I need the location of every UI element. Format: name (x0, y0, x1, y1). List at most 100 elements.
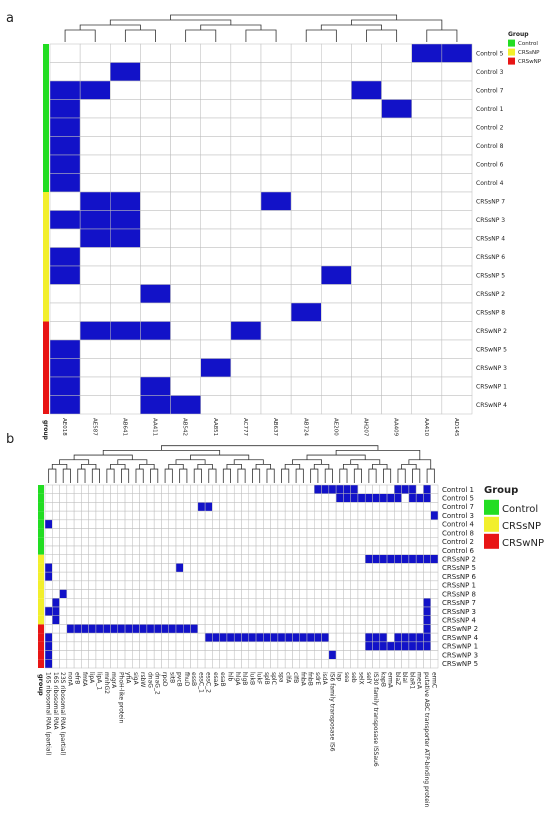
heatmap-cell (260, 173, 292, 193)
heatmap-cell (124, 650, 133, 660)
column-label: norA (66, 672, 73, 687)
heatmap-cell (190, 554, 199, 564)
column-label: IS6 family transposase IS6 (328, 672, 335, 752)
heatmap-cell (190, 615, 199, 625)
heatmap-cell (350, 502, 359, 512)
heatmap-cell (299, 484, 308, 494)
heatmap-cell (241, 632, 250, 643)
heatmap-cell (59, 589, 68, 599)
column-label: lipA (88, 672, 95, 684)
heatmap-cell (321, 632, 330, 643)
heatmap-cell (394, 502, 402, 512)
heatmap-cell (146, 493, 155, 503)
heatmap-cell (139, 563, 148, 573)
heatmap-cell (292, 537, 300, 547)
heatmap-cell (364, 641, 373, 651)
heatmap-cell (161, 632, 169, 643)
heatmap-cell (102, 545, 111, 555)
heatmap-cell (441, 358, 473, 378)
heatmap-cell (110, 339, 141, 359)
heatmap-cell (110, 598, 119, 608)
heatmap-cell (290, 136, 322, 156)
heatmap-cell (140, 265, 171, 285)
heatmap-cell (161, 519, 169, 529)
heatmap-cell (153, 519, 162, 529)
column-label: isdA (321, 672, 328, 686)
column-label: AB641 (121, 418, 127, 436)
column-dendrogram (342, 464, 359, 470)
group-annotation-label: group (37, 674, 45, 696)
heatmap-cell (408, 554, 417, 564)
heatmap-cell (277, 571, 286, 582)
heatmap-cell (212, 545, 220, 555)
heatmap-cell (423, 484, 431, 494)
heatmap-cell (292, 650, 300, 660)
heatmap-cell (248, 484, 257, 494)
heatmap-cell (328, 580, 337, 590)
heatmap-cell (59, 659, 68, 669)
heatmap-cell (110, 358, 141, 378)
heatmap-cell (212, 554, 220, 564)
heatmap-cell (408, 641, 417, 651)
heatmap-cell (146, 650, 155, 660)
heatmap-cell (277, 519, 286, 529)
heatmap-cell (73, 484, 82, 494)
heatmap-cell (52, 589, 60, 599)
heatmap-cell (415, 545, 424, 555)
heatmap-cell (351, 228, 382, 248)
heatmap-cell (168, 502, 177, 512)
heatmap-cell (321, 358, 352, 378)
row-label: CRSsNP 5 (442, 564, 476, 572)
heatmap-cell (200, 395, 232, 415)
legend-label: CRSsNP (502, 521, 541, 532)
heatmap-cell (153, 484, 162, 494)
heatmap-cell (415, 580, 424, 590)
heatmap-cell (153, 641, 162, 651)
heatmap-cell (95, 580, 104, 590)
legend-swatch (484, 516, 499, 532)
heatmap-cell (183, 484, 191, 494)
legend-swatch (508, 48, 515, 56)
heatmap-cell (284, 510, 293, 521)
heatmap-cell (168, 571, 177, 582)
heatmap-cell (73, 641, 82, 651)
heatmap-cell (306, 641, 315, 651)
heatmap-cell (381, 210, 412, 230)
heatmap-cell (95, 650, 104, 660)
column-label: blaZ (394, 672, 401, 685)
column-label: sigA (132, 672, 139, 686)
heatmap-cell (226, 571, 235, 582)
heatmap-cell (59, 624, 68, 634)
heatmap-cell (190, 537, 199, 547)
column-dendrogram (401, 464, 417, 470)
heatmap-cell (200, 247, 232, 267)
heatmap-cell (335, 659, 344, 669)
heatmap-cell (379, 632, 388, 643)
column-dendrogram (372, 464, 388, 470)
heatmap-cell (146, 624, 155, 634)
heatmap-cell (183, 563, 191, 573)
heatmap-cell (379, 571, 388, 582)
heatmap-cell (351, 339, 382, 359)
heatmap-cell (161, 563, 169, 573)
heatmap-cell (372, 563, 381, 573)
heatmap-cell (49, 358, 81, 378)
row-label: CRSwNP 3 (476, 365, 507, 372)
column-label: splB (263, 672, 270, 685)
heatmap-cell (44, 650, 53, 660)
heatmap-cell (415, 528, 424, 538)
heatmap-cell (306, 510, 315, 521)
heatmap-cell (441, 321, 473, 341)
heatmap-cell (343, 510, 351, 521)
heatmap-cell (386, 650, 395, 660)
heatmap-cell (140, 302, 171, 322)
heatmap-cell (204, 502, 213, 512)
heatmap-cell (146, 606, 155, 616)
heatmap-cell (299, 641, 308, 651)
heatmap-cell (379, 545, 388, 555)
heatmap-cell (441, 62, 473, 82)
heatmap-cell (357, 624, 366, 634)
heatmap-cell (197, 624, 206, 634)
heatmap-cell (140, 376, 171, 396)
heatmap-cell (139, 624, 148, 634)
